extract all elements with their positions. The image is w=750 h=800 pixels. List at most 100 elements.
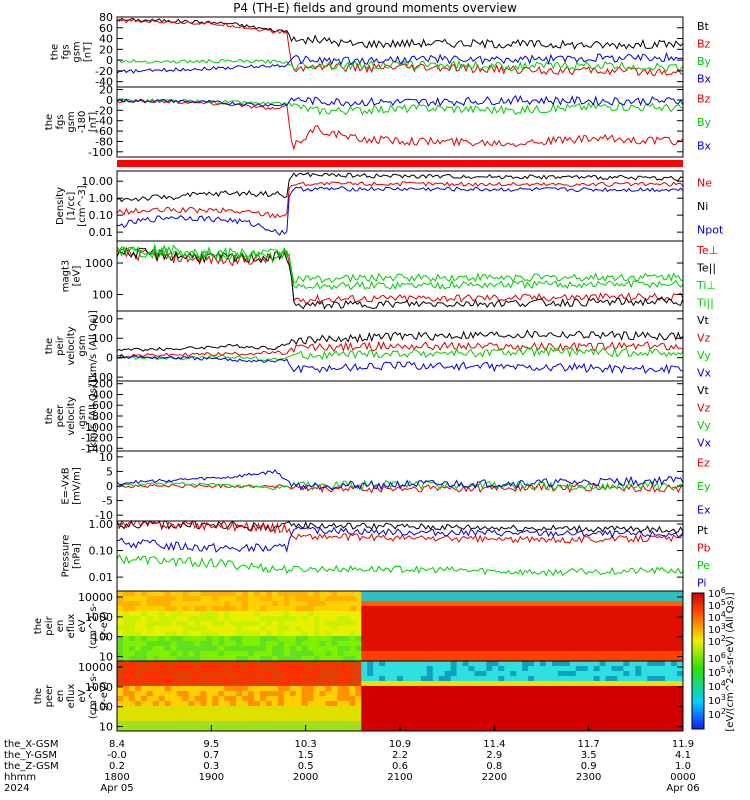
heatmap-cell <box>355 596 362 602</box>
heatmap-cell <box>438 696 446 702</box>
heatmap-cell <box>540 601 547 607</box>
heatmap-cell <box>182 701 189 707</box>
legend-entry: Vt <box>697 314 710 327</box>
y-tick-label: -1000 <box>81 421 113 434</box>
heatmap-cell <box>259 596 267 602</box>
series-line-Bt <box>116 17 684 50</box>
heatmap-cell <box>641 711 648 717</box>
heatmap-cell <box>152 591 160 597</box>
heatmap-cell <box>397 611 404 617</box>
heatmap-cell <box>504 616 511 622</box>
heatmap-cell <box>146 691 154 697</box>
heatmap-cell <box>146 611 154 617</box>
heatmap-cell <box>343 686 350 692</box>
heatmap-cell <box>176 651 184 657</box>
y-tick-label: -60 <box>95 125 113 138</box>
heatmap-cell <box>665 641 672 647</box>
data-gap-band <box>117 160 683 167</box>
heatmap-cell <box>379 711 386 717</box>
y-axis-label: eV <box>77 619 88 632</box>
heatmap-cell <box>242 681 249 687</box>
heatmap-cell <box>212 681 219 687</box>
heatmap-cell <box>224 641 231 647</box>
y-tick-label: -800 <box>88 410 113 423</box>
heatmap-cell <box>319 606 327 612</box>
x-tick-label: Apr 06 <box>666 783 699 794</box>
heatmap-cell <box>343 621 350 627</box>
heatmap-cell <box>397 686 404 692</box>
heatmap-cell <box>605 591 613 597</box>
heatmap-cell <box>224 696 231 702</box>
heatmap-cell <box>450 641 458 647</box>
heatmap-cell <box>301 716 309 722</box>
heatmap-cell <box>510 656 517 662</box>
heatmap-cell <box>551 676 559 682</box>
heatmap-cell <box>200 646 207 652</box>
heatmap-cell <box>432 676 440 682</box>
heatmap-cell <box>200 641 207 647</box>
legend-entry: Vx <box>697 366 712 379</box>
heatmap-cell <box>557 626 565 632</box>
heatmap-cell <box>587 596 595 602</box>
colorbar-tick-label: 103 <box>708 693 726 707</box>
heatmap-cell <box>325 601 332 607</box>
heatmap-cell <box>462 666 470 672</box>
heatmap-cell <box>611 636 618 642</box>
heatmap-cell <box>569 671 577 677</box>
heatmap-cell <box>498 661 505 667</box>
heatmap-cell <box>450 636 458 642</box>
heatmap-cell <box>665 591 672 597</box>
heatmap-cell <box>569 691 577 697</box>
heatmap-cell <box>671 606 678 612</box>
heatmap-cell <box>277 716 285 722</box>
heatmap-cell <box>540 716 547 722</box>
heatmap-cell <box>158 631 166 637</box>
heatmap-cell <box>236 646 243 652</box>
heatmap-cell <box>206 641 213 647</box>
heatmap-cell <box>134 606 142 612</box>
heatmap-cell <box>522 666 529 672</box>
heatmap-cell <box>581 606 589 612</box>
heatmap-cell <box>200 601 207 607</box>
y-tick-label: 1000 <box>85 681 113 694</box>
heatmap-cell <box>367 716 374 722</box>
heatmap-cell <box>349 591 356 597</box>
heatmap-cell <box>420 591 428 597</box>
heatmap-cell <box>373 616 380 622</box>
heatmap-cell <box>635 666 642 672</box>
heatmap-cell <box>301 591 309 597</box>
heatmap-cell <box>593 671 601 677</box>
heatmap-cell <box>379 661 386 667</box>
heatmap-cell <box>587 706 595 712</box>
heatmap-cell <box>569 666 577 672</box>
heatmap-cell <box>277 621 285 627</box>
heatmap-cell <box>373 681 380 687</box>
heatmap-cell <box>134 706 142 712</box>
heatmap-cell <box>504 691 511 697</box>
heatmap-cell <box>307 636 315 642</box>
heatmap-cell <box>420 721 428 727</box>
heatmap-cell <box>164 616 172 622</box>
heatmap-cell <box>164 696 172 702</box>
heatmap-cell <box>540 671 547 677</box>
heatmap-cell <box>254 651 261 657</box>
heatmap-cell <box>236 661 243 667</box>
heatmap-cell <box>343 666 350 672</box>
heatmap-cell <box>391 651 398 657</box>
heatmap-cell <box>528 671 535 677</box>
heatmap-cell <box>468 666 475 672</box>
legend-entry: Vx <box>697 436 712 449</box>
heatmap-cell <box>277 701 285 707</box>
heatmap-cell <box>450 591 458 597</box>
heatmap-cell <box>611 606 618 612</box>
heatmap-cell <box>653 606 660 612</box>
heatmap-cell <box>599 591 607 597</box>
heatmap-cell <box>164 661 172 667</box>
heatmap-cell <box>653 701 660 707</box>
heatmap-cell <box>355 686 362 692</box>
heatmap-cell <box>557 641 565 647</box>
heatmap-cell <box>480 626 487 632</box>
heatmap-cell <box>659 616 666 622</box>
heatmap-cell <box>474 721 481 727</box>
heatmap-cell <box>194 716 201 722</box>
